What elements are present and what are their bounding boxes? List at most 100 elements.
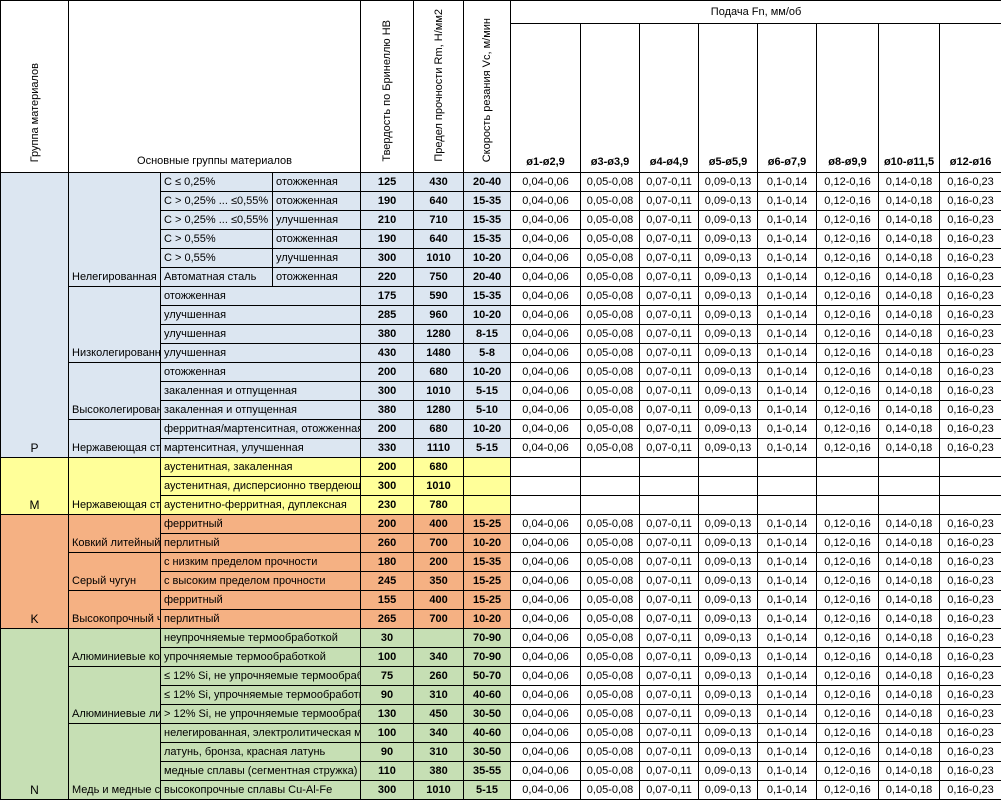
material-row: C > 0,25% ... ≤0,55% улучшенная 210 710 15-3… <box>1 210 1001 230</box>
material-state-cell: улучшенная <box>271 210 362 230</box>
cutting-speed-value-cell: 15-35 <box>463 191 512 211</box>
feed-value-cell: 0,14-0,18 <box>878 210 941 230</box>
feed-value-cell: 0,1-0,14 <box>757 286 818 306</box>
feed-value-cell: 0,12-0,16 <box>816 191 880 211</box>
cutting-speed-value-cell: 20-40 <box>463 172 512 192</box>
hardness-value-cell: 175 <box>360 286 415 306</box>
feed-value-cell: 0,16-0,23 <box>939 533 1001 553</box>
feed-value-cell: 0,16-0,23 <box>939 647 1001 667</box>
feed-value-cell: 0,12-0,16 <box>816 400 880 420</box>
feed-value-cell: 0,12-0,16 <box>816 780 880 800</box>
cutting-speed-value-cell: 70-90 <box>463 628 512 648</box>
feed-value-cell: 0,12-0,16 <box>816 533 880 553</box>
cutting-speed-value-cell: 10-20 <box>463 419 512 439</box>
strength-value-cell: 1280 <box>413 324 465 344</box>
feed-value-cell: 0,16-0,23 <box>939 248 1001 268</box>
feed-value-cell <box>878 457 941 477</box>
feed-value-cell: 0,07-0,11 <box>639 628 700 648</box>
material-row: Серый чугун с низким пределом прочности 18… <box>1 552 1001 591</box>
feed-value-cell: 0,1-0,14 <box>757 229 818 249</box>
material-row: высокопрочные сплавы Cu-Al-Fe 300 1010 5-15… <box>1 780 1001 800</box>
feed-value-cell: 0,09-0,13 <box>698 666 759 686</box>
feed-value-cell: 0,12-0,16 <box>816 742 880 762</box>
feed-value-cell: 0,07-0,11 <box>639 248 700 268</box>
feed-value-cell: 0,14-0,18 <box>878 381 941 401</box>
feed-value-cell <box>816 495 880 515</box>
feed-value-cell: 0,05-0,08 <box>580 248 641 268</box>
feed-value-cell: 0,07-0,11 <box>639 191 700 211</box>
feed-value-cell: 0,1-0,14 <box>757 780 818 800</box>
feed-value-cell: 0,12-0,16 <box>816 362 880 382</box>
feed-value-cell: 0,05-0,08 <box>580 571 641 591</box>
feed-value-cell <box>757 495 818 515</box>
strength-value-cell: 310 <box>413 685 465 705</box>
feed-value-cell: 0,14-0,18 <box>878 685 941 705</box>
feed-value-cell: 0,05-0,08 <box>580 362 641 382</box>
feed-value-cell: 0,14-0,18 <box>878 229 941 249</box>
group-letter-cell: M <box>0 457 69 515</box>
feed-value-cell <box>510 495 582 515</box>
feed-value-cell: 0,09-0,13 <box>698 381 759 401</box>
feed-value-cell: 0,1-0,14 <box>757 324 818 344</box>
hardness-value-cell: 75 <box>360 666 415 686</box>
hardness-value-cell: 210 <box>360 210 415 230</box>
feed-value-cell: 0,1-0,14 <box>757 438 818 458</box>
material-description-cell: аустенитная, дисперсионно твердеющая <box>159 476 362 496</box>
feed-value-cell: 0,1-0,14 <box>757 381 818 401</box>
feed-value-cell: 0,05-0,08 <box>580 267 641 287</box>
feed-value-cell: 0,04-0,06 <box>510 229 582 249</box>
feed-value-cell: 0,12-0,16 <box>816 666 880 686</box>
feed-value-cell: 0,16-0,23 <box>939 286 1001 306</box>
material-row: закаленная и отпущенная 380 1280 5-10 0,04-0… <box>1 400 1001 420</box>
feed-value-cell: 0,16-0,23 <box>939 723 1001 743</box>
cutting-speed-value-cell: 15-25 <box>463 514 512 534</box>
hardness-value-cell: 380 <box>360 324 415 344</box>
feed-value-cell: 0,05-0,08 <box>580 419 641 439</box>
hardness-value-cell: 380 <box>360 400 415 420</box>
material-row: упрочняемые термообработкой 100 340 70-90 0,… <box>1 647 1001 667</box>
diameter-header: ø8-ø9,9 <box>816 23 880 173</box>
material-row: улучшенная 380 1280 8-15 0,04-0,06 0,05-0,08 0… <box>1 324 1001 344</box>
material-condition-cell: C > 0,25% ... ≤0,55% <box>160 210 273 230</box>
hardness-value-cell: 300 <box>360 780 415 800</box>
cutting-speed-value-cell <box>463 495 512 515</box>
material-description-cell: отожженная <box>159 362 362 382</box>
cutting-speed-value-cell: 50-70 <box>463 666 512 686</box>
feed-value-cell: 0,1-0,14 <box>757 514 818 534</box>
speed-label: Скорость резания Vc, м/мин <box>481 17 494 162</box>
feed-value-cell: 0,04-0,06 <box>510 609 582 629</box>
feed-value-cell: 0,07-0,11 <box>639 419 700 439</box>
feed-value-cell: 0,1-0,14 <box>757 305 818 325</box>
material-description-cell: неупрочняемые термообработкой <box>159 628 362 648</box>
feed-value-cell: 0,14-0,18 <box>878 362 941 382</box>
feed-value-cell: 0,09-0,13 <box>698 514 759 534</box>
feed-value-cell: 0,12-0,16 <box>816 438 880 458</box>
feed-value-cell: 0,09-0,13 <box>698 324 759 344</box>
feed-value-cell: 0,07-0,11 <box>639 552 700 572</box>
feed-value-cell: 0,04-0,06 <box>510 210 582 230</box>
cutting-speed-value-cell <box>463 457 512 477</box>
material-row: C > 0,55% отожженная 190 640 15-35 0,04-0,06 0… <box>1 229 1001 249</box>
feed-value-cell: 0,04-0,06 <box>510 438 582 458</box>
material-row: Алюминиевые ли ≤ 12% Si, не упрочняемые т… <box>1 666 1001 724</box>
col-header-strength: Предел прочности Rm, Н/мм2 <box>413 0 465 173</box>
material-description-cell: медные сплавы (сегментная стружка) <box>159 761 362 781</box>
feed-value-cell: 0,14-0,18 <box>878 324 941 344</box>
feed-value-cell: 0,12-0,16 <box>816 248 880 268</box>
feed-value-cell <box>757 476 818 496</box>
feed-value-cell: 0,05-0,08 <box>580 438 641 458</box>
material-description-cell: перлитный <box>159 609 362 629</box>
hardness-value-cell: 180 <box>360 552 415 572</box>
hardness-value-cell: 130 <box>360 704 415 724</box>
feed-value-cell <box>639 457 700 477</box>
material-state-cell: отожженная <box>271 191 362 211</box>
material-description-cell: упрочняемые термообработкой <box>159 647 362 667</box>
feed-value-cell: 0,1-0,14 <box>757 590 818 610</box>
material-description-cell: мартенситная, улучшенная <box>159 438 362 458</box>
feed-value-cell: 0,04-0,06 <box>510 267 582 287</box>
material-description-cell: улучшенная <box>159 305 362 325</box>
material-condition-cell: C > 0,55% <box>160 248 273 268</box>
feed-value-cell: 0,09-0,13 <box>698 685 759 705</box>
feed-value-cell: 0,14-0,18 <box>878 666 941 686</box>
strength-value-cell: 1010 <box>413 780 465 800</box>
